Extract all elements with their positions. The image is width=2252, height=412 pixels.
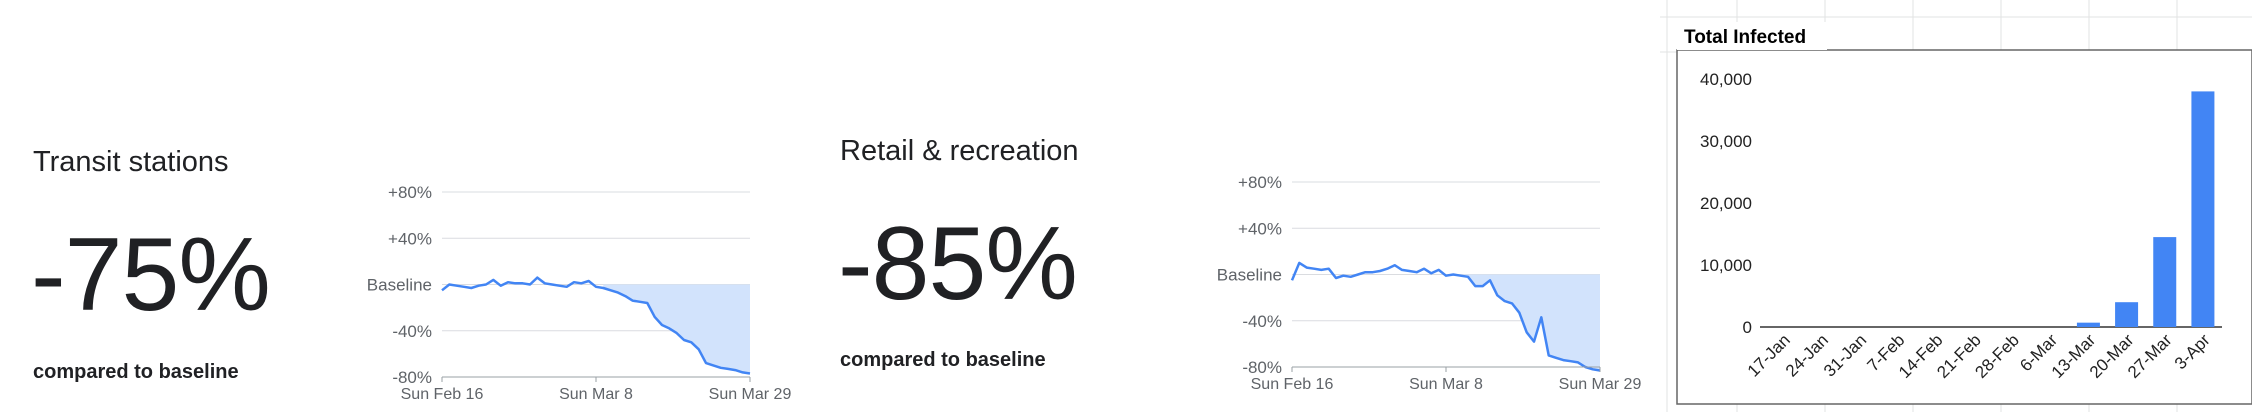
x-tick-label: Sun Feb 16 [1251, 376, 1334, 393]
x-tick-label: Sun Mar 29 [709, 386, 792, 403]
compared-label: compared to baseline [33, 361, 239, 383]
retail-trend-chart: +80% +40% Baseline -40% -80%Sun Feb 16 Sun Ma… [1217, 173, 1642, 393]
category-title: Transit stations [33, 146, 229, 178]
x-tick-label: Sun Feb 16 [401, 386, 484, 403]
y-tick-label: +40% [1238, 219, 1282, 238]
below-baseline-area [1453, 274, 1600, 371]
change-percentage: -75% [31, 217, 271, 333]
change-percentage: -85% [838, 206, 1078, 322]
title-backdrop [1677, 22, 1827, 50]
transit-trend-chart: +80% +40% Baseline -40% -80%Sun Feb 16 Sun Ma… [367, 183, 792, 403]
y-tick-label: 30,000 [1700, 132, 1752, 151]
category-title: Retail & recreation [840, 135, 1079, 167]
bar [2076, 322, 2100, 327]
y-tick-label: Baseline [367, 276, 432, 295]
below-baseline-area [603, 284, 750, 374]
y-tick-label: +80% [1238, 173, 1282, 192]
y-tick-label: -80% [1242, 358, 1282, 377]
y-tick-label: 40,000 [1700, 70, 1752, 89]
y-tick-label: -80% [392, 368, 432, 387]
bar [2153, 237, 2177, 327]
series-line [1290, 261, 1601, 372]
chart-title: Total Infected [1684, 27, 1806, 48]
series-line [441, 276, 751, 375]
compared-label: compared to baseline [840, 349, 1046, 371]
y-tick-label: 10,000 [1700, 256, 1752, 275]
y-tick-label: +80% [388, 183, 432, 202]
mobility-card-transit: Transit stations -75% compared to baseli… [0, 0, 800, 412]
x-tick-label: Sun Mar 29 [1559, 376, 1642, 393]
y-tick-label: 0 [1743, 318, 1752, 337]
y-tick-label: Baseline [1217, 266, 1282, 285]
y-tick-label: -40% [392, 322, 432, 341]
total-infected-chart: Total Infected010,00020,00030,00040,0001… [1660, 0, 2252, 412]
chart-frame [1676, 49, 2252, 405]
y-tick-label: -40% [1242, 312, 1282, 331]
x-tick-label: Sun Mar 8 [559, 386, 633, 403]
mobility-card-retail: Retail & recreation -85% compared to bas… [800, 0, 1660, 412]
y-tick-label: 20,000 [1700, 194, 1752, 213]
x-tick-label: Sun Mar 8 [1409, 376, 1483, 393]
bar [2115, 302, 2139, 327]
y-tick-label: +40% [388, 229, 432, 248]
bar [2191, 91, 2215, 328]
